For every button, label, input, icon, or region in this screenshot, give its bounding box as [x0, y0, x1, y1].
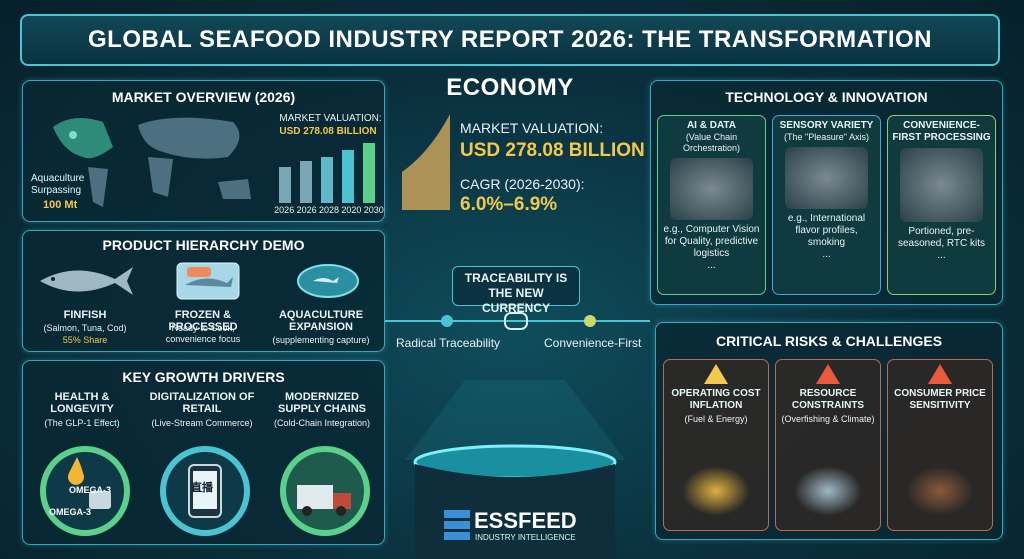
growth-arrow: [402, 114, 450, 210]
growth-drivers-panel: KEY GROWTH DRIVERS HEALTH & LONGEVITY (Th…: [22, 360, 385, 545]
aquaculture-label: Aquaculture Surpassing: [31, 173, 85, 196]
card-title: CONVENIENCE-FIRST PROCESSING: [892, 120, 991, 143]
card-icon: [785, 147, 868, 209]
risk-card: OPERATING COST INFLATION (Fuel & Energy): [663, 359, 769, 531]
item-name: FROZEN & PROCESSED: [168, 309, 238, 333]
center-valuation-label: MARKET VALUATION:: [460, 120, 604, 136]
card-icon: [900, 148, 983, 222]
node-label: Radical Traceability: [396, 336, 501, 350]
driver-name: DIGITALIZATION OF RETAIL: [149, 391, 255, 415]
driver-detail: (Cold-Chain Integration): [273, 418, 371, 428]
driver-detail: (Live-Stream Commerce): [151, 418, 253, 428]
item-detail: Ready-to-Cook, convenience focus: [165, 323, 241, 344]
aquaculture-value: 100 Mt: [43, 199, 78, 211]
mini-bars: [279, 143, 375, 203]
brand-logo: [444, 510, 470, 540]
node-label: Convenience-First: [544, 336, 642, 350]
card-more: ...: [707, 260, 716, 271]
item-detail: (supplementing capture): [272, 335, 370, 345]
market-overview-panel: MARKET OVERVIEW (2026) Aquaculture Surpa…: [22, 80, 385, 222]
driver-detail: (The GLP-1 Effect): [44, 418, 120, 428]
risk-card: CONSUMER PRICE SENSITIVITY: [887, 359, 993, 531]
bar-label: 2020: [341, 205, 362, 215]
technology-panel: TECHNOLOGY & INNOVATION AI & DATA (Value …: [650, 80, 1003, 305]
center-valuation: USD 278.08 BILLION: [460, 140, 645, 161]
warning-icon: [928, 364, 952, 384]
fish-icon: [40, 267, 133, 295]
valuation-value: USD 278.08 BILLION: [279, 126, 377, 137]
aquaculture-icon: [297, 264, 359, 298]
supply-chain-icon: [280, 446, 370, 536]
risk-detail: (Overfishing & Climate): [781, 414, 875, 424]
risk-icon: [682, 466, 750, 516]
frozen-icon: [176, 262, 240, 300]
card-subtitle: (Value Chain Orchestration): [682, 132, 741, 153]
item-share: 55% Share: [62, 335, 108, 345]
panel-title: KEY GROWTH DRIVERS: [122, 369, 285, 385]
item-name: FINFISH: [63, 309, 107, 321]
card-detail: e.g., International flavor profiles, smo…: [787, 213, 866, 248]
page-title: GLOBAL SEAFOOD INDUSTRY REPORT 2026: THE…: [87, 26, 932, 101]
panel-title: CRITICAL RISKS & CHALLENGES: [715, 333, 943, 349]
card-more: ...: [822, 249, 831, 260]
tech-card: CONVENIENCE-FIRST PROCESSING Portioned, p…: [887, 115, 996, 295]
cagr-label: CAGR (2026-2030):: [460, 176, 585, 192]
risk-card: RESOURCE CONSTRAINTS (Overfishing & Clima…: [775, 359, 881, 531]
item-detail: (Salmon, Tuna, Cod): [43, 323, 127, 333]
item-name: AQUACULTURE EXPANSION: [278, 309, 364, 333]
header-banner: GLOBAL SEAFOOD INDUSTRY REPORT 2026: THE…: [20, 14, 1000, 101]
bar-label: 2028: [318, 205, 339, 215]
bar-labels: 2026 2026 2028 2020 2030: [273, 205, 385, 216]
panel-title: PRODUCT HIERARCHY DEMO: [102, 237, 305, 253]
risk-title: RESOURCE CONSTRAINTS: [791, 388, 865, 411]
risk-icon: [906, 466, 974, 516]
world-map: [53, 117, 251, 207]
card-detail: e.g., Computer Vision for Quality, predi…: [663, 224, 760, 259]
risk-title: CONSUMER PRICE SENSITIVITY: [894, 388, 986, 411]
card-subtitle: (The "Pleasure" Axis): [784, 132, 869, 142]
warning-icon: [816, 364, 840, 384]
connector: [385, 312, 650, 330]
bar-label: 2026: [296, 205, 317, 215]
tech-card: SENSORY VARIETY (The "Pleasure" Axis) e.g.…: [772, 115, 881, 295]
omega-label: OMEGA-3: [69, 485, 112, 495]
panel-title: MARKET OVERVIEW (2026): [111, 89, 296, 105]
risks-panel: CRITICAL RISKS & CHALLENGES OPERATING CO…: [655, 322, 1003, 540]
health-icon: [40, 446, 130, 536]
driver-name: HEALTH & LONGEVITY: [50, 391, 114, 415]
card-icon: [670, 158, 753, 220]
risk-detail: (Fuel & Energy): [684, 414, 748, 424]
card-detail: Portioned, pre-seasoned, RTC kits: [897, 226, 986, 249]
card-more: ...: [937, 250, 946, 261]
retail-icon: [160, 446, 250, 536]
card-title: SENSORY VARIETY: [779, 120, 874, 131]
risk-icon: [794, 466, 862, 516]
traceability-box: TRACEABILITY IS THE NEW CURRENCY: [452, 266, 580, 315]
bar-label: 2030: [363, 205, 384, 215]
bar-label: 2026: [274, 205, 295, 215]
risk-title: OPERATING COST INFLATION: [671, 388, 761, 411]
valuation-label: MARKET VALUATION:: [279, 113, 382, 124]
phone-text: 直播: [191, 482, 213, 494]
omega-label: OMEGA-3: [49, 507, 92, 517]
product-hierarchy-panel: PRODUCT HIERARCHY DEMO FINFISH (Salmon, T…: [22, 230, 385, 352]
warning-icon: [704, 364, 728, 384]
brand-tagline: INDUSTRY INTELLIGENCE: [475, 533, 576, 542]
driver-name: MODERNIZED SUPPLY CHAINS: [277, 391, 367, 415]
brand-name: ESSFEED: [474, 508, 577, 533]
panel-title: TECHNOLOGY & INNOVATION: [725, 89, 928, 105]
card-title: AI & DATA: [686, 120, 737, 131]
cagr-value: 6.0%–6.9%: [460, 194, 558, 215]
tech-card: AI & DATA (Value Chain Orchestration) e.g.…: [657, 115, 766, 295]
